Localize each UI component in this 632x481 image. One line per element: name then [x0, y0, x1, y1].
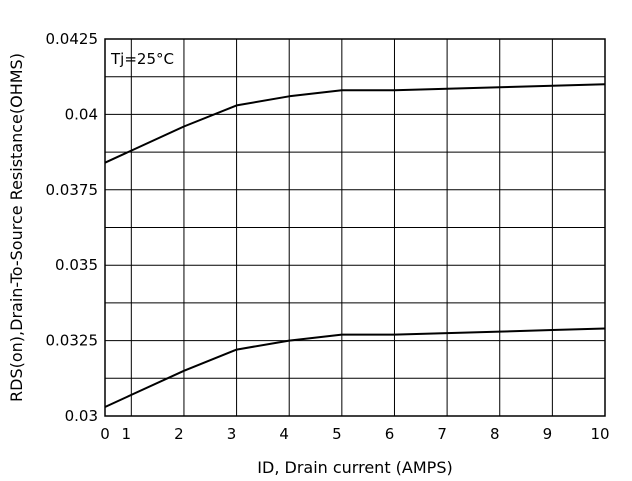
- grid: [105, 39, 605, 416]
- temperature-annotation: Tj=25°C: [110, 50, 174, 68]
- x-tick-label: 3: [227, 425, 237, 443]
- x-tick-label: 9: [543, 425, 553, 443]
- x-tick-label: 2: [174, 425, 184, 443]
- y-tick-label: 0.035: [55, 256, 98, 274]
- x-tick-label: 8: [490, 425, 500, 443]
- x-tick-label: 0: [100, 425, 110, 443]
- series-line-2: [104, 327, 606, 408]
- series-line-1: [104, 83, 606, 164]
- x-tick-label: 6: [385, 425, 395, 443]
- plot-frame: [104, 38, 606, 417]
- y-tick-label: 0.0425: [46, 30, 99, 48]
- x-tick-label: 5: [332, 425, 342, 443]
- y-tick-label: 0.03: [65, 407, 98, 425]
- x-tick-label: 4: [279, 425, 289, 443]
- x-axis-label: ID, Drain current (AMPS): [257, 458, 452, 477]
- x-tick-label: 7: [437, 425, 447, 443]
- y-tick-label: 0.04: [65, 105, 98, 123]
- x-tick-label: 10: [590, 425, 609, 443]
- x-tick-label: 1: [122, 425, 132, 443]
- y-tick-label: 0.0375: [46, 181, 99, 199]
- y-tick-label: 0.0325: [46, 332, 99, 350]
- y-axis-label: RDS(on),Drain-To-Source Resistance(OHMS): [7, 53, 26, 402]
- series-layer: [104, 83, 606, 408]
- tick-labels: 0 1 2 3 4 5 6 7 8 9 10 0.03 0.0325 0.035 0.0375 0.04 0.0…: [46, 30, 610, 443]
